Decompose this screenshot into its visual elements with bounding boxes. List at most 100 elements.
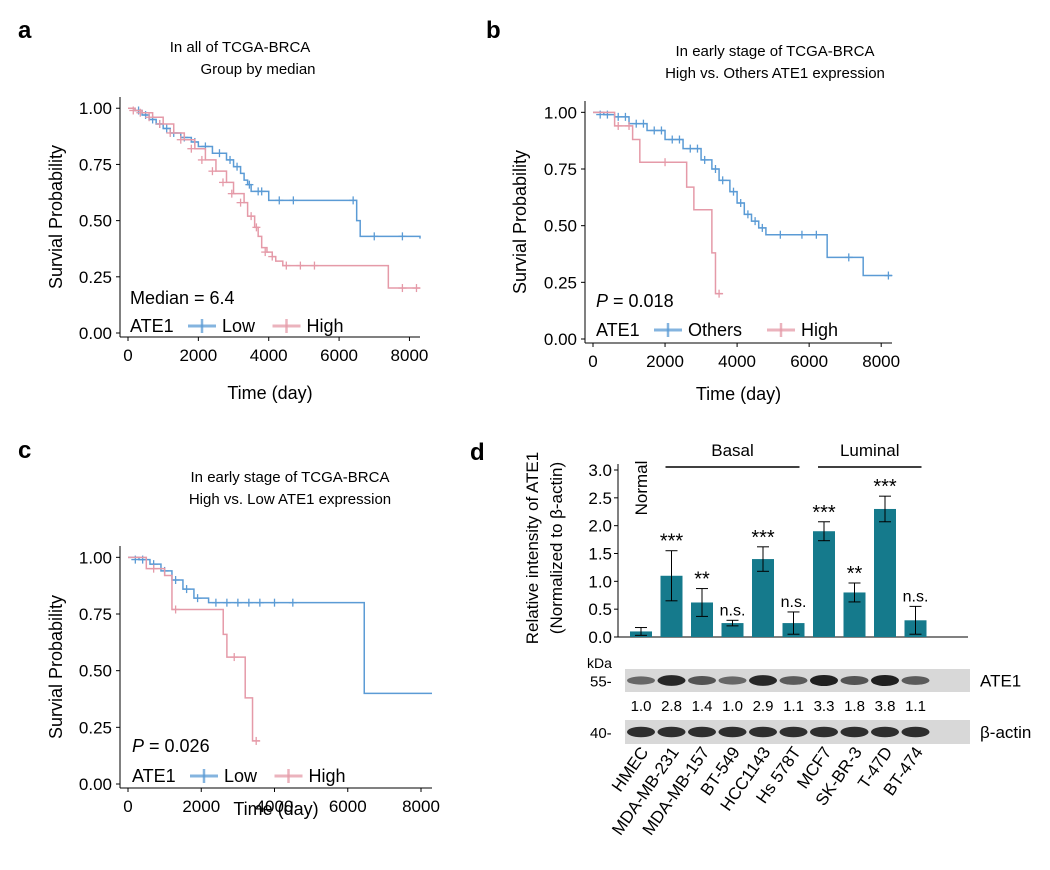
legend-label: Low xyxy=(224,766,258,786)
chart-title-line: High vs. Others ATE1 expression xyxy=(665,65,885,82)
group-label: Normal xyxy=(632,461,651,516)
x-tick-label: 4000 xyxy=(256,797,294,816)
bar xyxy=(660,575,683,637)
stat-annotation: P = 0.026 xyxy=(132,736,210,756)
blot-band xyxy=(871,675,899,686)
band-ratio: 2.8 xyxy=(661,698,682,715)
y-tick-label: 0.00 xyxy=(79,775,112,794)
bar xyxy=(752,559,774,637)
y-tick-label: 1.5 xyxy=(588,545,612,564)
protein-label: ATE1 xyxy=(980,672,1021,691)
blot-band xyxy=(749,726,777,738)
blot-band xyxy=(871,726,899,738)
y-axis-label: Survial Probability xyxy=(510,150,530,294)
band-ratio: 1.0 xyxy=(631,698,652,715)
band-ratio: 1.0 xyxy=(722,698,743,715)
blot-band xyxy=(901,676,930,685)
x-tick-label: 8000 xyxy=(862,352,900,371)
y-tick-label: 1.00 xyxy=(79,99,112,118)
stat-value: = 0.018 xyxy=(608,291,674,311)
legend-label: Others xyxy=(688,320,742,340)
stat-value: Median = 6.4 xyxy=(130,288,235,308)
km-curve-high xyxy=(128,107,420,289)
significance-label: *** xyxy=(873,476,897,498)
y-axis-label: Survial Probability xyxy=(46,595,66,739)
band-ratio: 1.4 xyxy=(692,698,713,715)
legend-label: Low xyxy=(222,316,256,336)
y-tick-label: 0.5 xyxy=(588,600,612,619)
blot-band xyxy=(718,726,747,738)
stat-annotation: Median = 6.4 xyxy=(130,288,235,308)
blot-band xyxy=(901,726,930,738)
bar xyxy=(874,508,896,637)
chart-title-line: Group by median xyxy=(200,61,315,78)
blot-band xyxy=(627,726,655,738)
x-tick-label: 6000 xyxy=(790,352,828,371)
panel-c: c In early stage of TCGA-BRCA High vs. Low… xyxy=(18,437,440,819)
kda-label: kDa xyxy=(587,655,612,671)
stat-annotation: P = 0.018 xyxy=(596,291,674,311)
blot-band xyxy=(810,726,838,738)
x-tick-label: 6000 xyxy=(320,346,358,365)
blot-band xyxy=(657,675,686,686)
bar xyxy=(691,602,713,637)
x-tick-label: 0 xyxy=(123,346,132,365)
y-tick-label: 0.75 xyxy=(79,155,112,174)
band-ratio: 2.9 xyxy=(753,698,774,715)
y-tick-label: 0.00 xyxy=(544,330,577,349)
panel-label-a: a xyxy=(18,17,32,44)
x-tick-label: 2000 xyxy=(182,797,220,816)
x-tick-label: 8000 xyxy=(402,797,440,816)
legend-title: ATE1 xyxy=(596,320,640,340)
panel-b: b In early stage of TCGA-BRCA High vs. Oth… xyxy=(486,17,900,404)
km-curve-low xyxy=(128,107,421,239)
km-curve-high xyxy=(128,556,260,742)
blot-band xyxy=(688,726,716,738)
blot-band xyxy=(627,676,655,685)
band-ratio: 3.3 xyxy=(814,698,835,715)
significance-label: n.s. xyxy=(781,594,807,611)
x-tick-label: 4000 xyxy=(718,352,756,371)
blot-band xyxy=(840,676,869,685)
x-tick-label: 0 xyxy=(123,797,132,816)
legend-label: High xyxy=(307,316,344,336)
chart-title-line: High vs. Low ATE1 expression xyxy=(189,491,391,508)
y-tick-label: 0.0 xyxy=(588,628,612,647)
km-curve-others xyxy=(593,111,892,277)
km-curve-high xyxy=(593,111,723,295)
group-label: Luminal xyxy=(840,441,900,460)
x-axis-label: Time (day) xyxy=(227,383,312,403)
panel-label-b: b xyxy=(486,17,501,44)
y-axis-label: Survial Probability xyxy=(46,145,66,289)
significance-label: ** xyxy=(847,563,863,585)
protein-label: β-actin xyxy=(980,723,1031,742)
y-tick-label: 0.75 xyxy=(79,605,112,624)
y-tick-label: 0.25 xyxy=(79,268,112,287)
band-ratio: 3.8 xyxy=(875,698,896,715)
km-curve-low xyxy=(128,556,432,695)
p-symbol: P xyxy=(132,736,144,756)
y-tick-label: 2.0 xyxy=(588,517,612,536)
y-tick-label: 1.00 xyxy=(544,103,577,122)
x-tick-label: 2000 xyxy=(646,352,684,371)
y-tick-label: 0.75 xyxy=(544,160,577,179)
y-tick-label: 0.50 xyxy=(544,217,577,236)
legend-label: High xyxy=(801,320,838,340)
x-tick-label: 8000 xyxy=(391,346,429,365)
y-tick-label: 0.25 xyxy=(544,273,577,292)
chart-title-line: In early stage of TCGA-BRCA xyxy=(676,43,875,60)
y-axis-label-line: (Normalized to β-actin) xyxy=(547,462,566,634)
blot-band xyxy=(688,676,716,685)
x-axis-label: Time (day) xyxy=(696,384,781,404)
blot-band xyxy=(840,726,869,738)
blot-band xyxy=(779,676,808,685)
bar xyxy=(813,531,835,637)
blot-band xyxy=(718,676,747,685)
significance-label: n.s. xyxy=(720,602,746,619)
blot-band xyxy=(749,675,777,686)
x-tick-label: 6000 xyxy=(329,797,367,816)
legend-title: ATE1 xyxy=(130,316,174,336)
kda-marker: 55- xyxy=(590,674,612,691)
bar xyxy=(843,592,866,637)
blot-band xyxy=(810,675,838,686)
